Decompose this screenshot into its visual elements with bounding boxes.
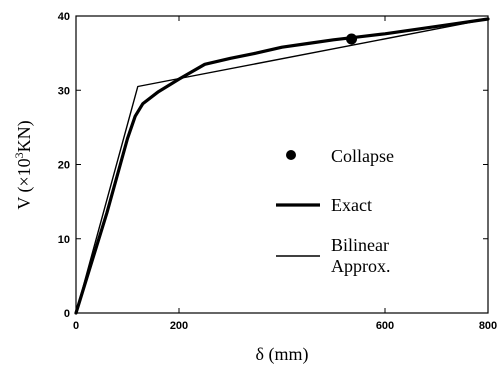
series-layer <box>74 17 490 315</box>
series-line-bilinear <box>75 18 489 314</box>
y-axis-ticks: 0 10 20 30 40 <box>58 11 488 320</box>
legend: Collapse Exact Bilinear Approx. <box>276 146 394 276</box>
legend-collapse-label: Collapse <box>331 146 394 166</box>
legend-bilinear-label: Bilinear <box>331 235 389 255</box>
legend-bilinear-label-extra: Approx. <box>331 256 391 276</box>
y-tick-label: 40 <box>58 11 70 23</box>
x-axis-ticks: 0 200 600 800 <box>73 16 497 332</box>
collapse-point <box>346 33 358 45</box>
y-tick-label: 0 <box>64 308 70 320</box>
x-axis-title: δ (mm) <box>256 344 309 365</box>
plot-frame <box>75 15 489 314</box>
y-tick-label: 20 <box>58 160 70 172</box>
legend-collapse-marker <box>286 150 296 160</box>
x-tick-label: 800 <box>479 320 497 332</box>
legend-exact-label: Exact <box>331 195 372 215</box>
y-axis-title-exp: 3 <box>12 152 26 158</box>
y-axis-title-suffix: KN) <box>14 120 35 152</box>
y-axis-title: V (×103KN) <box>12 120 35 209</box>
x-tick-label: 200 <box>170 320 188 332</box>
y-tick-label: 30 <box>58 85 70 97</box>
x-tick-label: 0 <box>73 320 79 332</box>
marker-layer <box>346 33 358 45</box>
x-tick-label: 600 <box>376 320 394 332</box>
series-line-exact <box>74 17 490 315</box>
y-axis-title-prefix: V (×10 <box>14 158 35 209</box>
y-tick-label: 10 <box>58 234 70 246</box>
